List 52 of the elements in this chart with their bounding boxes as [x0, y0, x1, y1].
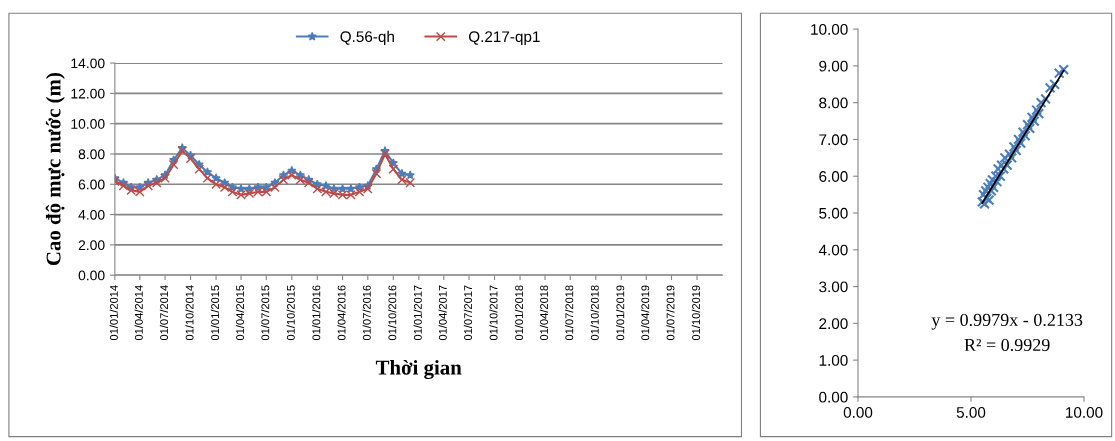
x-axis-title: Thời gian: [375, 359, 462, 380]
x-tick-label: 01/01/2017: [413, 285, 422, 341]
y-tick-label: 8.00: [78, 149, 105, 160]
x-tick-label: 01/07/2018: [565, 285, 574, 341]
y-tick-label: 2.00: [78, 240, 105, 251]
y-tick-label: 3.00: [819, 281, 848, 293]
x-tick-label: 01/04/2017: [438, 285, 447, 341]
y-tick-label: 10.00: [71, 119, 105, 129]
x-tick-label: 01/04/2019: [641, 285, 650, 341]
x-tick-label: 01/01/2014: [109, 285, 118, 341]
y-tick-label: 4.00: [78, 209, 105, 220]
x-tick-label: 01/10/2019: [691, 285, 700, 341]
x-tick-label: 01/07/2014: [159, 285, 169, 341]
x-tick-label: 01/01/2018: [514, 285, 524, 341]
y-tick-label: 9.00: [819, 60, 848, 72]
x-tick-label: 01/04/2015: [235, 285, 245, 341]
y-tick-label: 6.00: [819, 171, 848, 182]
y-axis-title: Cao độ mực nước (m): [45, 73, 65, 266]
x-tick-label: 01/10/2014: [185, 285, 194, 341]
y-tick-label: 0.00: [819, 391, 848, 403]
x-tick-label: 01/01/2019: [616, 285, 625, 341]
y-tick-label: 8.00: [819, 97, 848, 109]
y-tick-label: 0.00: [78, 270, 105, 281]
x-tick-label: 01/10/2015: [286, 285, 295, 341]
y-tick-label: 7.00: [819, 134, 848, 146]
x-tick-label: 01/07/2015: [261, 285, 270, 341]
y-tick-label: 5.00: [819, 207, 848, 219]
x-tick-label: 01/04/2014: [134, 285, 143, 341]
x-tick-label: 01/10/2018: [590, 285, 599, 341]
x-tick-label: 01/01/2016: [312, 285, 321, 341]
y-tick-label: 4.00: [818, 244, 848, 256]
annotation: R² = 0.9929: [964, 338, 1050, 352]
x-tick-label: 01/01/2015: [210, 285, 220, 341]
legend-label: Q.56-qh: [340, 30, 394, 46]
x-tick-label: 01/04/2016: [337, 285, 346, 341]
y-tick-label: 2.00: [819, 318, 848, 330]
x-tick-label: 01/07/2017: [463, 285, 472, 341]
y-tick-label: 12.00: [71, 88, 105, 99]
y-tick-label: 14.00: [71, 58, 105, 69]
x-tick-label: 01/07/2019: [666, 285, 675, 341]
x-tick-label: 5.00: [956, 407, 986, 418]
x-tick-label: 10.00: [1066, 407, 1103, 418]
y-tick-label: 10.00: [811, 23, 848, 35]
y-tick-label: 6.00: [78, 179, 105, 190]
legend-label: Q.217-qp1: [468, 31, 540, 46]
x-tick-label: 01/10/2017: [489, 285, 498, 341]
x-tick-label: 01/07/2016: [362, 285, 371, 341]
annotation: y = 0.9979x - 0.2133: [931, 313, 1083, 330]
x-tick-label: 01/10/2016: [388, 285, 397, 341]
y-tick-label: 1.00: [819, 354, 848, 366]
x-tick-label: 0.00: [843, 407, 873, 418]
x-tick-label: 01/04/2018: [539, 285, 548, 341]
